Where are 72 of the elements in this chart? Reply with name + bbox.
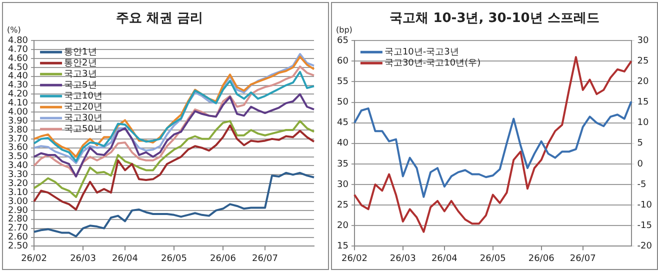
x-tick-label: 26/05 (161, 254, 187, 264)
y-tick-label: 3.00 (8, 196, 28, 207)
x-tick-label: 26/05 (480, 254, 506, 264)
y-tick-label: 3.40 (8, 161, 28, 172)
y-tick-label: 4.50 (8, 62, 28, 73)
x-tick-label: 26/04 (112, 254, 138, 264)
y2-tick-label: -10 (637, 200, 652, 210)
y-axis-title: (bp) (336, 26, 352, 35)
y-tick-label: 4.20 (8, 90, 28, 100)
legend-label: 국고30년-국고10년(우) (384, 58, 481, 68)
y-tick-label: 30 (337, 180, 349, 190)
y-tick-label: 3.50 (8, 152, 28, 162)
y-tick-label: 3.70 (8, 134, 28, 144)
y2-tick-label: 30 (637, 36, 650, 46)
y-tick-label: 15 (337, 242, 348, 252)
y-tick-label: 4.40 (8, 72, 28, 82)
y-tick-label: 2.50 (8, 242, 28, 252)
y-tick-label: 3.80 (8, 125, 28, 136)
legend-label: 국고10년-국고3년 (384, 47, 459, 58)
legend-label: 국고10년 (64, 91, 102, 102)
y-tick-label: 3.20 (8, 178, 28, 189)
y-tick-label: 35 (337, 159, 348, 170)
chart-title: 국고채 10-3년, 30-10년 스프레드 (390, 11, 600, 26)
x-tick-label: 26/06 (210, 254, 236, 264)
y2-tick-label: 0 (637, 159, 644, 170)
y-tick-label: 3.60 (8, 143, 28, 154)
x-tick-label: 26/07 (252, 254, 278, 264)
legend-label: 국고20년 (64, 102, 102, 112)
y2-tick-label: 5 (637, 138, 644, 149)
y2-tick-label: -20 (637, 242, 652, 252)
y-tick-label: 20 (337, 220, 349, 231)
legend-label: 국고30년 (64, 113, 102, 124)
y-tick-label: 45 (337, 118, 348, 128)
y-tick-label: 4.70 (8, 44, 28, 55)
legend-label: 국고50년 (64, 124, 102, 134)
y-tick-label: 60 (337, 56, 349, 67)
y-tick-label: 3.90 (8, 116, 28, 126)
x-tick-label: 26/07 (570, 254, 596, 264)
y2-tick-label: 15 (637, 98, 649, 108)
y-tick-label: 2.90 (8, 206, 28, 216)
y-tick-label: 4.00 (8, 107, 28, 118)
x-tick-label: 26/04 (431, 254, 458, 264)
y-tick-label: 3.10 (8, 188, 28, 198)
x-tick-label: 26/02 (341, 254, 368, 264)
y-tick-label: 2.80 (8, 214, 28, 225)
y2-tick-label: -15 (637, 220, 652, 231)
y2-tick-label: 25 (637, 56, 649, 67)
y-tick-label: 40 (337, 138, 349, 149)
y2-tick-label: -5 (637, 180, 646, 190)
legend-label: 국고5년 (64, 80, 97, 90)
legend-label: 국고3년 (64, 69, 97, 80)
y-tick-label: 65 (337, 36, 348, 46)
y2-tick-label: 10 (637, 118, 650, 128)
y-tick-label: 2.60 (8, 232, 28, 243)
chart-title: 주요 채권 금리 (116, 11, 204, 26)
x-tick-label: 26/02 (21, 254, 48, 264)
y-tick-label: 4.10 (8, 98, 28, 109)
y-tick-label: 4.60 (8, 54, 28, 64)
y2-tick-label: 20 (637, 77, 650, 88)
y-tick-label: 25 (337, 200, 348, 210)
y-tick-label: 3.30 (8, 170, 28, 180)
legend-label: 통안1년 (64, 47, 97, 58)
y-tick-label: 2.70 (8, 224, 28, 234)
legend-label: 통안2년 (64, 58, 97, 68)
x-tick-label: 26/06 (528, 254, 555, 264)
y-tick-label: 50 (337, 98, 349, 108)
x-tick-label: 26/03 (70, 254, 96, 264)
x-tick-label: 26/03 (390, 254, 416, 264)
y-axis-title: (%) (7, 26, 21, 35)
y-tick-label: 4.30 (8, 80, 28, 91)
y-tick-label: 55 (337, 77, 348, 88)
y-tick-label: 4.80 (8, 36, 28, 46)
